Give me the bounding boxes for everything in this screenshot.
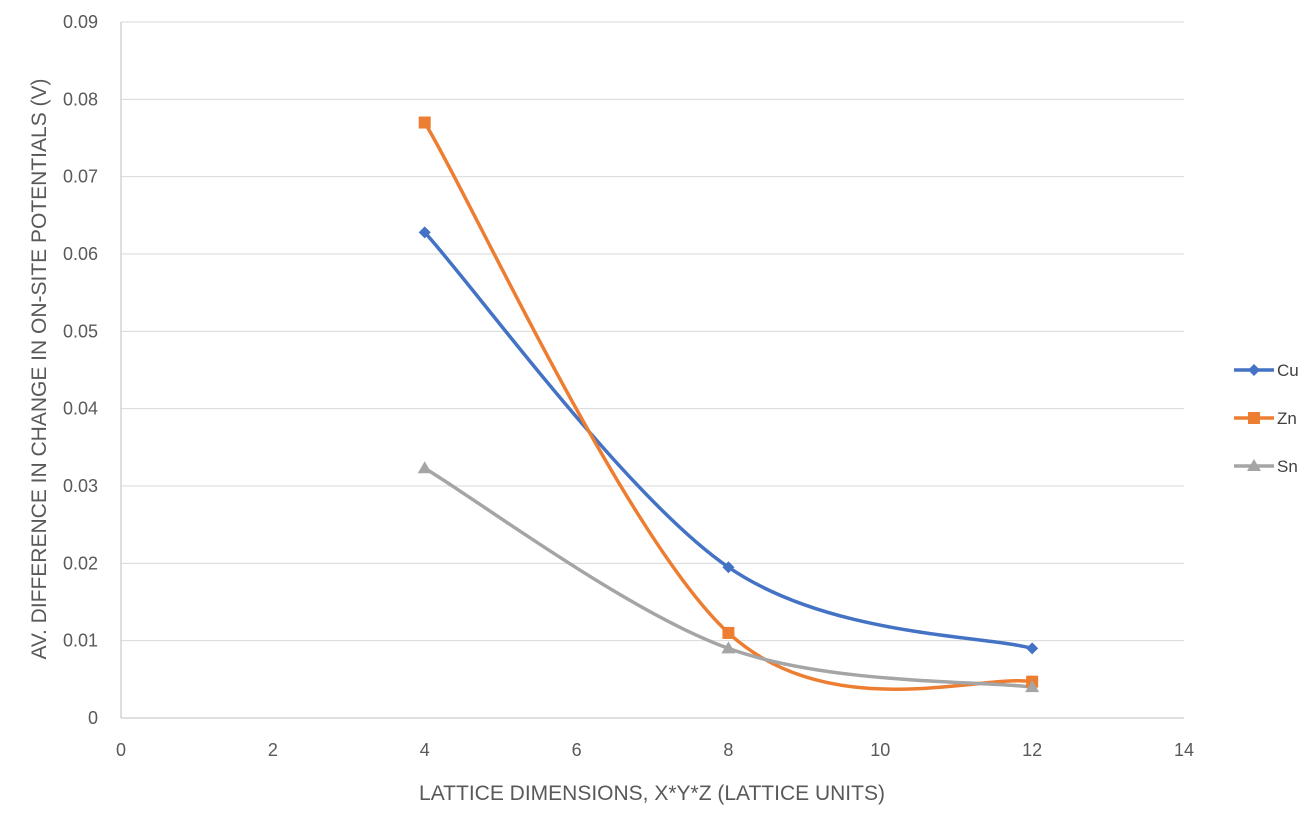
legend-item-cu: Cu xyxy=(1234,361,1299,380)
data-point-sn xyxy=(721,641,736,654)
y-axis-title: AV. DIFFERENCE IN CHANGE IN ON-SITE POTE… xyxy=(28,78,51,659)
legend: Cu Zn Sn xyxy=(1234,361,1299,476)
data-point-zn xyxy=(722,626,735,639)
y-tick-labels: 0 0.01 0.02 0.03 0.04 0.05 0.06 0.07 0.08 0.09 xyxy=(63,12,98,728)
y-tick-label: 0.09 xyxy=(63,12,98,32)
data-point-sn xyxy=(417,461,432,474)
y-tick-label: 0 xyxy=(88,708,98,728)
legend-marker-cu xyxy=(1248,364,1260,376)
series-line-cu xyxy=(422,230,1034,651)
data-point-sn xyxy=(1025,680,1040,693)
x-tick-label: 2 xyxy=(268,740,278,760)
y-tick-label: 0.04 xyxy=(63,399,98,419)
legend-item-zn: Zn xyxy=(1234,409,1297,428)
legend-label: Cu xyxy=(1277,361,1299,380)
series-line-sn xyxy=(422,466,1034,689)
series-markers xyxy=(417,116,1040,693)
y-tick-label: 0.05 xyxy=(63,321,98,341)
x-tick-label: 0 xyxy=(116,740,126,760)
legend-item-sn: Sn xyxy=(1234,457,1298,476)
y-tick-label: 0.06 xyxy=(63,244,98,264)
legend-marker-sn xyxy=(1247,459,1261,471)
y-tick-label: 0.07 xyxy=(63,167,98,187)
x-axis-title: LATTICE DIMENSIONS, X*Y*Z (LATTICE UNITS… xyxy=(419,782,885,805)
data-point-cu xyxy=(722,561,735,574)
series-line-zn xyxy=(422,120,1034,691)
axes xyxy=(120,22,1184,719)
x-tick-label: 14 xyxy=(1174,740,1194,760)
legend-marker-zn xyxy=(1248,412,1260,424)
x-tick-label: 10 xyxy=(870,740,890,760)
y-tick-label: 0.01 xyxy=(63,631,98,651)
x-tick-labels: 0 2 4 6 8 10 12 14 xyxy=(116,740,1194,760)
series-lines xyxy=(422,120,1034,691)
x-tick-label: 6 xyxy=(572,740,582,760)
gridlines xyxy=(121,21,1184,642)
y-tick-label: 0.08 xyxy=(63,89,98,109)
x-tick-label: 8 xyxy=(723,740,733,760)
y-tick-label: 0.02 xyxy=(63,553,98,573)
x-tick-label: 4 xyxy=(420,740,430,760)
x-tick-label: 12 xyxy=(1022,740,1042,760)
legend-label: Sn xyxy=(1277,457,1298,476)
data-point-zn xyxy=(418,116,431,129)
data-point-cu xyxy=(418,226,431,239)
legend-label: Zn xyxy=(1277,409,1297,428)
data-point-cu xyxy=(1026,642,1039,655)
y-tick-label: 0.03 xyxy=(63,476,98,496)
